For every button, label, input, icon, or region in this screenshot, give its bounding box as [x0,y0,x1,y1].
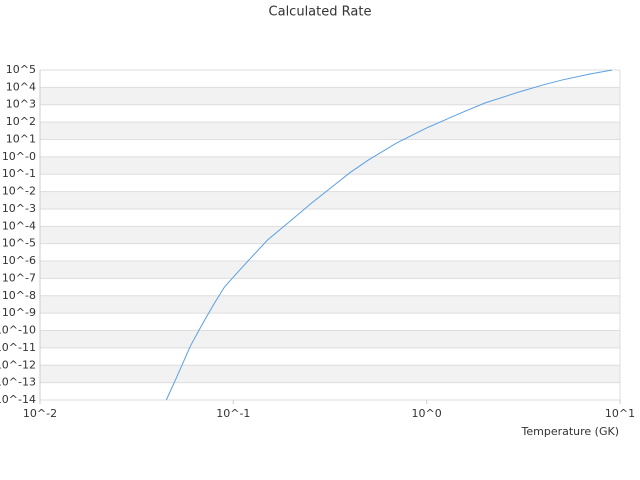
y-tick-label: 10^-1 [2,167,36,180]
y-tick-label: 10^-3 [2,202,36,215]
y-tick-label: 10^-12 [0,358,36,371]
chart-title: Calculated Rate [269,5,372,20]
grid-band [40,156,620,175]
y-tick-label: 10^1 [6,132,36,145]
y-tick-label: 10^-2 [2,185,36,198]
grid-band [40,122,620,140]
x-tick-label: 10^1 [605,407,635,420]
y-tick-label: 10^-6 [2,254,36,267]
y-tick-label: 10^-13 [0,376,36,389]
y-tick-label: 10^5 [6,63,36,76]
grid-band [40,295,620,314]
y-tick-label: 10^2 [6,115,36,128]
y-tick-label: 10^-11 [0,341,36,354]
grid-band [40,87,620,105]
y-tick-label: 10^4 [6,80,36,93]
y-tick-label: 10^-10 [0,324,36,337]
grid-band [40,191,620,209]
x-tick-label: 10^-2 [23,407,57,420]
y-tick-label: 10^-4 [2,219,36,232]
y-tick-label: 10^3 [6,98,36,111]
y-tick-label: 10^-5 [2,237,36,250]
grid-band [40,261,620,279]
grid-band [40,330,620,348]
grid-band [40,365,620,383]
x-tick-label: 10^-1 [216,407,250,420]
y-tick-label: 10^-9 [2,306,36,319]
y-tick-label: 10^-7 [2,271,36,284]
y-tick-label: 10^-14 [0,393,36,406]
grid-band [40,226,620,244]
x-tick-label: 10^0 [412,407,442,420]
y-tick-label: 10^-0 [2,150,36,163]
y-tick-label: 10^-8 [2,289,36,302]
bands [40,87,620,383]
data-line [165,69,613,401]
x-axis-label: Temperature (GK) [521,425,620,438]
